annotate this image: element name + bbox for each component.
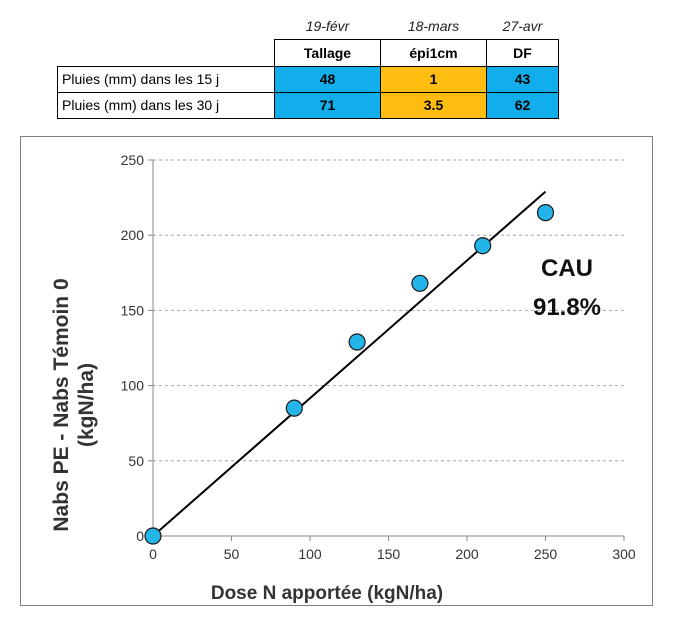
x-tick-label: 0 bbox=[149, 546, 157, 562]
y-tick-label: 150 bbox=[121, 302, 145, 318]
data-point bbox=[285, 399, 303, 417]
data-point bbox=[348, 333, 366, 351]
y-tick-label: 250 bbox=[121, 152, 145, 168]
row-label-30j: Pluies (mm) dans les 30 j bbox=[57, 91, 275, 119]
y-axis-title-line1: Nabs PE - Nabs Témoin 0 bbox=[50, 278, 73, 531]
data-point bbox=[144, 527, 162, 545]
chart-frame: 0 50 100 150 200 250 0 50 100 150 200 250 300 Dose N… bbox=[20, 136, 653, 606]
y-tick-label: 200 bbox=[121, 227, 145, 243]
tick-labels: 0 50 100 150 200 250 0 50 100 150 200 250 300 bbox=[121, 152, 636, 562]
cau-value: 91.8% bbox=[533, 294, 601, 321]
rain-30j-epi1cm: 3.5 bbox=[380, 91, 487, 119]
empty-corner bbox=[58, 14, 275, 39]
y-axis-title: Nabs PE - Nabs Témoin 0 (kgN/ha) bbox=[50, 278, 98, 531]
rain-15j-epi1cm: 1 bbox=[380, 65, 487, 93]
x-tick-label: 100 bbox=[298, 546, 322, 562]
stage-tallage: Tallage bbox=[274, 38, 381, 67]
y-tick-label: 0 bbox=[136, 528, 144, 544]
data-points bbox=[144, 204, 555, 545]
y-tick-label: 100 bbox=[121, 378, 145, 394]
x-axis-title: Dose N apportée (kgN/ha) bbox=[211, 583, 443, 604]
empty-corner bbox=[58, 39, 275, 66]
rain-15j-tallage: 48 bbox=[274, 65, 381, 93]
data-point bbox=[411, 274, 429, 292]
stage-row: Tallage épi1cm DF bbox=[58, 38, 559, 67]
x-tick-label: 300 bbox=[612, 546, 636, 562]
data-point bbox=[536, 204, 555, 222]
x-tick-label: 250 bbox=[534, 546, 558, 562]
rain-30j-tallage: 71 bbox=[274, 91, 381, 119]
scatter-chart: 0 50 100 150 200 250 0 50 100 150 200 250 300 Dose N… bbox=[50, 152, 636, 604]
rain-30j-df: 62 bbox=[486, 91, 559, 119]
stage-df: DF bbox=[486, 38, 559, 67]
cau-label: CAU bbox=[541, 255, 593, 282]
rain-table: 19-févr 18-mars 27-avr Tallage épi1cm DF… bbox=[57, 14, 559, 119]
x-tick-label: 150 bbox=[377, 546, 401, 562]
row-label-15j: Pluies (mm) dans les 15 j bbox=[57, 65, 275, 93]
stage-epi1cm: épi1cm bbox=[380, 38, 487, 67]
table-row: Pluies (mm) dans les 30 j 71 3.5 62 bbox=[57, 91, 559, 119]
x-tick-label: 200 bbox=[455, 546, 479, 562]
date-row: 19-févr 18-mars 27-avr bbox=[58, 14, 559, 39]
data-point bbox=[474, 237, 492, 255]
y-axis-title-line2: (kgN/ha) bbox=[75, 363, 98, 447]
x-tick-label: 50 bbox=[224, 546, 240, 562]
y-tick-label: 50 bbox=[128, 453, 144, 469]
date-epi1cm: 18-mars bbox=[407, 18, 460, 35]
table-row: Pluies (mm) dans les 15 j 48 1 43 bbox=[57, 65, 559, 93]
date-df: 27-avr bbox=[502, 18, 543, 35]
date-tallage: 19-févr bbox=[305, 18, 350, 35]
grid-lines bbox=[153, 159, 624, 462]
rain-15j-df: 43 bbox=[486, 65, 559, 93]
